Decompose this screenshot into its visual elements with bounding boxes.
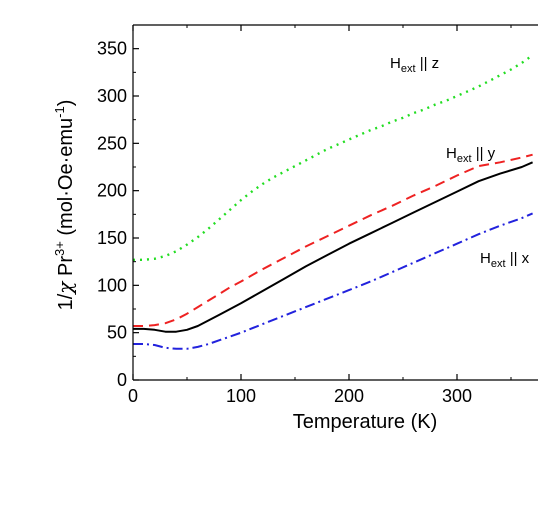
y-axis-title-sup: -1: [52, 106, 67, 118]
y-axis-title-chi: χ: [53, 280, 77, 296]
y-axis-title-part: ): [55, 100, 77, 107]
y-tick-label: 100: [97, 275, 127, 295]
y-tick-label: 350: [97, 39, 127, 59]
series-label-rest: || z: [416, 55, 440, 72]
series-line-x: [133, 212, 533, 350]
series-line-avg: [133, 161, 533, 333]
y-axis-title-sup: 3+: [52, 241, 67, 256]
series-label-main: H: [480, 250, 491, 267]
y-axis-title-part: 1/: [55, 293, 77, 310]
series-label-y: Hext || y: [446, 145, 496, 165]
ticks: 0 100 200 300 0 50 100 150 200 250 300 350: [97, 25, 512, 406]
x-axis-title: Temperature (K): [293, 411, 438, 433]
x-tick-label: 300: [442, 386, 472, 406]
y-tick-label: 300: [97, 86, 127, 106]
axes: [132, 24, 538, 381]
y-tick-label: 200: [97, 181, 127, 201]
series-label-sub: ext: [491, 258, 506, 270]
y-tick-label: 50: [107, 323, 127, 343]
series-label-rest: || y: [472, 145, 496, 162]
series-label-main: H: [390, 55, 401, 72]
x-tick-label: 200: [334, 386, 364, 406]
series-label-x: Hext || x: [480, 250, 530, 270]
y-tick-label: 150: [97, 228, 127, 248]
plot-area: [133, 25, 538, 380]
series-label-z: Hext || z: [390, 55, 439, 75]
x-tick-label: 100: [226, 386, 256, 406]
x-tick-label: 0: [128, 386, 138, 406]
series-layer: [133, 54, 534, 350]
y-tick-label: 0: [117, 370, 127, 390]
y-axis-title: 1/χ Pr3+ (mol·Oe·emu-1): [52, 100, 77, 311]
series-label-main: H: [446, 145, 457, 162]
y-axis-title-part: (mol·Oe·emu: [55, 118, 77, 241]
series-label-sub: ext: [457, 153, 472, 165]
y-axis-title-part: Pr: [55, 256, 77, 282]
y-tick-label: 250: [97, 133, 127, 153]
series-label-sub: ext: [401, 63, 416, 75]
series-line-y: [133, 153, 533, 327]
series-label-rest: || x: [506, 250, 530, 267]
